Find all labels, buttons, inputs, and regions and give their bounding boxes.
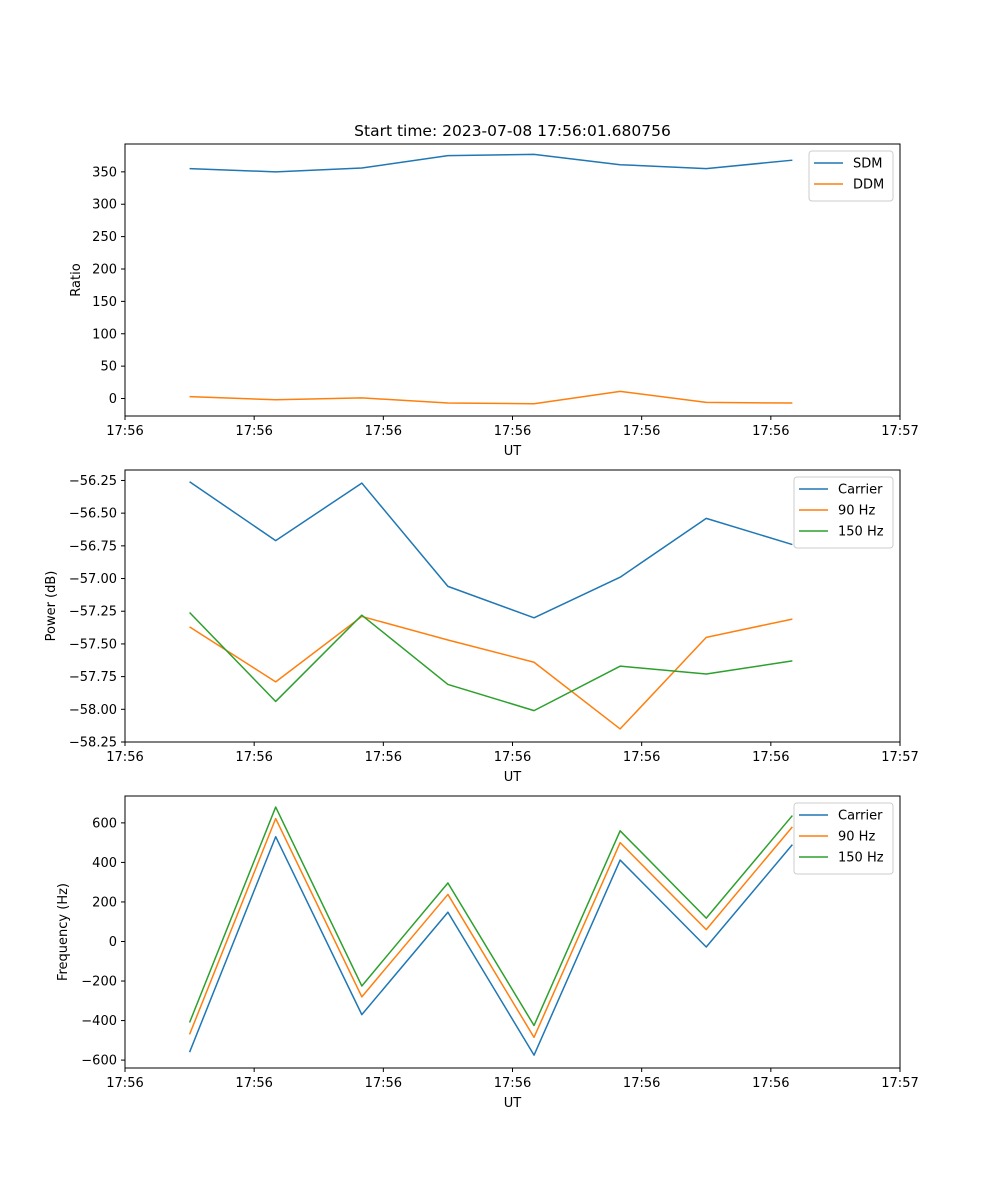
ratio-chart-legend-label-ddm: DDM	[853, 178, 884, 193]
power-chart-y-tick-label: −57.75	[69, 670, 117, 685]
frequency-chart-legend: Carrier 90 Hz 150 Hz	[793, 802, 894, 875]
ratio-chart-x-tick-label: 17:56	[494, 424, 531, 439]
power-chart-legend-label-150-hz: 150 Hz	[838, 525, 884, 540]
frequency-chart-x-tick-label: 17:56	[752, 1076, 789, 1091]
power-chart-y-tick-label: −58.00	[69, 703, 117, 718]
frequency-chart-legend-label-carrier: Carrier	[838, 809, 883, 824]
ratio-chart-y-tick-label: 0	[109, 392, 117, 407]
figure-title: Start time: 2023-07-08 17:56:01.680756	[354, 122, 671, 140]
power-chart-y-axis-label: Power (dB)	[44, 571, 59, 642]
power-chart-series-carrier-line	[189, 481, 793, 619]
frequency-chart-y-axis-label: Frequency (Hz)	[56, 883, 71, 981]
power-chart-y-tick-label: −56.25	[69, 474, 117, 489]
power-chart-legend-label-90-hz: 90 Hz	[838, 504, 875, 519]
frequency-chart-x-tick-label: 17:56	[494, 1076, 531, 1091]
ratio-chart-x-tick-label: 17:56	[106, 424, 143, 439]
power-chart-y-tick-label: −56.50	[69, 507, 117, 522]
frequency-chart-y-tick-label: −400	[81, 1014, 117, 1029]
power-chart-x-tick-label: 17:56	[752, 750, 789, 765]
frequency-chart-x-tick-label: 17:56	[235, 1076, 272, 1091]
power-chart-panel: 17:56 17:56 17:56 17:56 17:56 17:56 17:57 −58.2…	[44, 469, 919, 785]
ratio-chart-x-tick-label: 17:57	[881, 424, 918, 439]
frequency-chart-y-tick-label: −600	[81, 1054, 117, 1069]
power-chart-series-90-hz-line	[189, 615, 793, 730]
ratio-chart-legend-label-sdm: SDM	[853, 157, 882, 172]
frequency-chart-series-150-hz-line	[188, 806, 793, 1027]
frequency-chart-x-tick-label: 17:57	[881, 1076, 918, 1091]
frequency-chart-legend-label-90-hz: 90 Hz	[838, 830, 875, 845]
frequency-chart-x-axis-label: UT	[504, 1096, 522, 1111]
ratio-chart-y-tick-label: 150	[92, 295, 117, 310]
frequency-chart-panel: 17:56 17:56 17:56 17:56 17:56 17:56 17:57 −600 −…	[56, 795, 919, 1111]
power-chart-x-tick-label: 17:56	[494, 750, 531, 765]
frequency-chart-x-tick-label: 17:56	[106, 1076, 143, 1091]
power-chart-x-tick-label: 17:56	[235, 750, 272, 765]
ratio-chart-legend: SDM DDM	[808, 150, 894, 202]
frequency-chart-y-tick-label: 0	[109, 935, 117, 950]
ratio-chart-x-tick-label: 17:56	[235, 424, 272, 439]
frequency-chart-y-tick-label: 400	[92, 856, 117, 871]
ratio-chart-panel: 17:56 17:56 17:56 17:56 17:56 17:56 17:57 0 50 10…	[69, 143, 919, 459]
frequency-chart-y-tick-label: 200	[92, 895, 117, 910]
power-chart-axes-frame	[124, 469, 901, 743]
ratio-chart-y-axis-label: Ratio	[69, 263, 84, 296]
frequency-chart-y-tick-label: −200	[81, 975, 117, 990]
power-chart-x-tick-label: 17:56	[365, 750, 402, 765]
ratio-chart-y-tick-label: 300	[92, 198, 117, 213]
power-chart-x-tick-label: 17:56	[623, 750, 660, 765]
ratio-chart-series-sdm-line	[189, 153, 793, 173]
ratio-chart-x-axis-label: UT	[504, 444, 522, 459]
ratio-chart-x-tick-label: 17:56	[623, 424, 660, 439]
power-chart-y-tick-label: −57.25	[69, 605, 117, 620]
frequency-chart-x-tick-label: 17:56	[623, 1076, 660, 1091]
ratio-chart-series-ddm-line	[189, 390, 793, 405]
power-chart-x-tick-label: 17:56	[106, 750, 143, 765]
power-chart-y-tick-label: −57.50	[69, 637, 117, 652]
power-chart-y-tick-label: −56.75	[69, 539, 117, 554]
ratio-chart-axes-frame	[124, 143, 901, 417]
ratio-chart-x-tick-label: 17:56	[752, 424, 789, 439]
frequency-chart-x-tick-label: 17:56	[365, 1076, 402, 1091]
power-chart-y-tick-label: −58.25	[69, 736, 117, 751]
ratio-chart-y-tick-label: 100	[92, 327, 117, 342]
power-chart-legend: Carrier 90 Hz 150 Hz	[793, 476, 894, 549]
ratio-chart-y-tick-label: 50	[100, 360, 117, 375]
power-chart-x-tick-label: 17:57	[881, 750, 918, 765]
power-chart-series-150-hz-line	[189, 612, 793, 712]
ratio-chart-y-tick-label: 250	[92, 230, 117, 245]
power-chart-y-tick-label: −57.00	[69, 572, 117, 587]
frequency-chart-legend-label-150-hz: 150 Hz	[838, 851, 884, 866]
ratio-chart-y-tick-label: 350	[92, 165, 117, 180]
frequency-chart-series-carrier-line	[188, 835, 793, 1056]
frequency-chart-y-tick-label: 600	[92, 816, 117, 831]
power-chart-x-axis-label: UT	[504, 770, 522, 785]
power-chart-legend-label-carrier: Carrier	[838, 483, 883, 498]
ratio-chart-y-tick-label: 200	[92, 262, 117, 277]
frequency-chart-series-90-hz-line	[188, 817, 793, 1039]
ratio-chart-x-tick-label: 17:56	[365, 424, 402, 439]
